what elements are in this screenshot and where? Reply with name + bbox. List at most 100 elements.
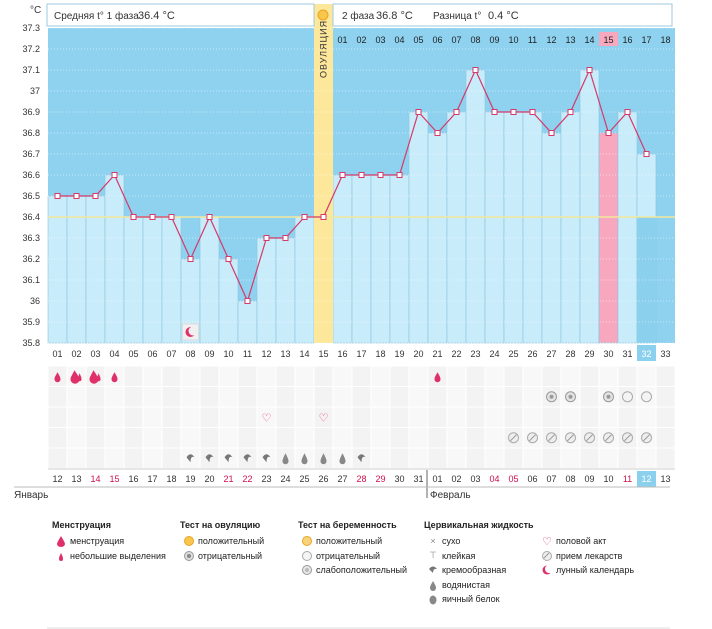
y-tick-label: 36	[30, 296, 40, 306]
temperature-point	[92, 193, 99, 199]
cycle-day-label: 02	[71, 349, 81, 359]
temperature-point	[548, 130, 555, 136]
symbol-cell	[542, 366, 561, 386]
symbol-cell	[618, 366, 637, 386]
symbol-cell	[143, 448, 162, 468]
temperature-column	[446, 111, 467, 344]
creamy-icon	[262, 454, 271, 463]
temperature-column	[503, 111, 524, 344]
calendar-day-label: 03	[470, 474, 480, 484]
symbol-cell	[523, 448, 542, 468]
calendar-day-label: 18	[166, 474, 176, 484]
symbol-cell	[86, 407, 105, 427]
diff-value: 0.4 °C	[488, 10, 519, 22]
symbol-cell	[333, 428, 352, 448]
ovulation-band	[314, 4, 333, 343]
calendar-day-label: 07	[546, 474, 556, 484]
symbol-cell	[599, 448, 618, 468]
phase2-day-label: 06	[432, 35, 442, 45]
symbol-cell	[143, 428, 162, 448]
cycle-day-label: 21	[432, 349, 442, 359]
temperature-column	[256, 237, 277, 344]
symbol-cell	[352, 407, 371, 427]
ovulation-label: ОВУЛЯЦИЯ	[319, 20, 329, 78]
temperature-column	[560, 111, 581, 344]
creamy-icon	[205, 454, 214, 463]
symbol-cell	[637, 407, 656, 427]
cycle-day-label: 14	[299, 349, 309, 359]
symbol-cell	[200, 387, 219, 407]
pregnancy-negative-icon	[641, 391, 652, 403]
legend-cervical-title: Цервикальная жидкость	[424, 520, 534, 530]
symbol-cell	[656, 428, 675, 448]
symbol-cell	[105, 407, 124, 427]
phase2-day-label: 08	[470, 35, 480, 45]
symbol-cell	[447, 448, 466, 468]
legend-ovulation-test: Тест на овуляцию положительный отрицател…	[180, 520, 264, 563]
symbol-cell	[276, 428, 295, 448]
phase2-box	[332, 3, 673, 27]
calendar-day-label: 09	[584, 474, 594, 484]
moon-icon	[188, 326, 198, 336]
symbol-cell	[105, 428, 124, 448]
symbol-cell	[162, 407, 181, 427]
calendar-day-label: 02	[451, 474, 461, 484]
menstruation-drop-icon	[77, 373, 82, 382]
phase2-label: 2 фаза	[342, 10, 375, 22]
phase2-day-highlight	[599, 32, 618, 46]
y-tick-label: 36.6	[22, 170, 40, 180]
temperature-point	[263, 235, 270, 241]
symbol-cell	[238, 428, 257, 448]
cycle-day-label: 20	[413, 349, 423, 359]
symbol-cell	[409, 387, 428, 407]
symbol-cell	[333, 407, 352, 427]
symbol-cell	[504, 366, 523, 386]
y-tick-label: 37.2	[22, 44, 40, 54]
symbol-cell	[124, 448, 143, 468]
cycle-day-label: 12	[261, 349, 271, 359]
temperature-point	[301, 214, 308, 220]
calendar-day-label: 28	[356, 474, 366, 484]
symbol-cell	[295, 407, 314, 427]
pill-icon	[510, 434, 517, 442]
symbol-cell	[124, 366, 143, 386]
cycle-day-label: 09	[204, 349, 214, 359]
calendar-day-label: 17	[147, 474, 157, 484]
temperature-point	[605, 130, 612, 136]
temperature-point	[529, 109, 536, 115]
y-tick-label: 36.3	[22, 233, 40, 243]
symbol-cell	[162, 448, 181, 468]
symbol-cell	[314, 387, 333, 407]
phase2-day-label: 03	[375, 35, 385, 45]
temperature-column	[408, 111, 429, 344]
symbol-cell	[333, 387, 352, 407]
y-tick-label: 36.7	[22, 149, 40, 159]
pill-icon	[605, 434, 612, 442]
temperature-column	[465, 69, 486, 344]
temperature-point	[282, 235, 289, 241]
symbol-cell	[504, 448, 523, 468]
symbol-cell	[67, 428, 86, 448]
symbol-cell	[599, 366, 618, 386]
creamy-icon	[243, 454, 252, 463]
symbol-cell	[143, 387, 162, 407]
symbol-cell	[200, 366, 219, 386]
calendar-day-label: 08	[565, 474, 575, 484]
phase2-day-label: 07	[451, 35, 461, 45]
symbol-cell	[466, 448, 485, 468]
symbol-cell	[238, 366, 257, 386]
symbol-cell	[409, 407, 428, 427]
symbol-cell	[561, 366, 580, 386]
y-tick-label: 36.9	[22, 107, 40, 117]
symbol-cell	[637, 448, 656, 468]
symbol-cell	[219, 387, 238, 407]
legend-pregnancy-weak: слабоположительный	[316, 565, 408, 576]
watery-icon	[339, 453, 346, 465]
symbol-cell	[257, 407, 276, 427]
symbol-cell	[181, 428, 200, 448]
temperature-column	[579, 69, 600, 344]
symbol-cell	[523, 407, 542, 427]
y-tick-label: 36.1	[22, 275, 40, 285]
temperature-column	[47, 195, 68, 344]
